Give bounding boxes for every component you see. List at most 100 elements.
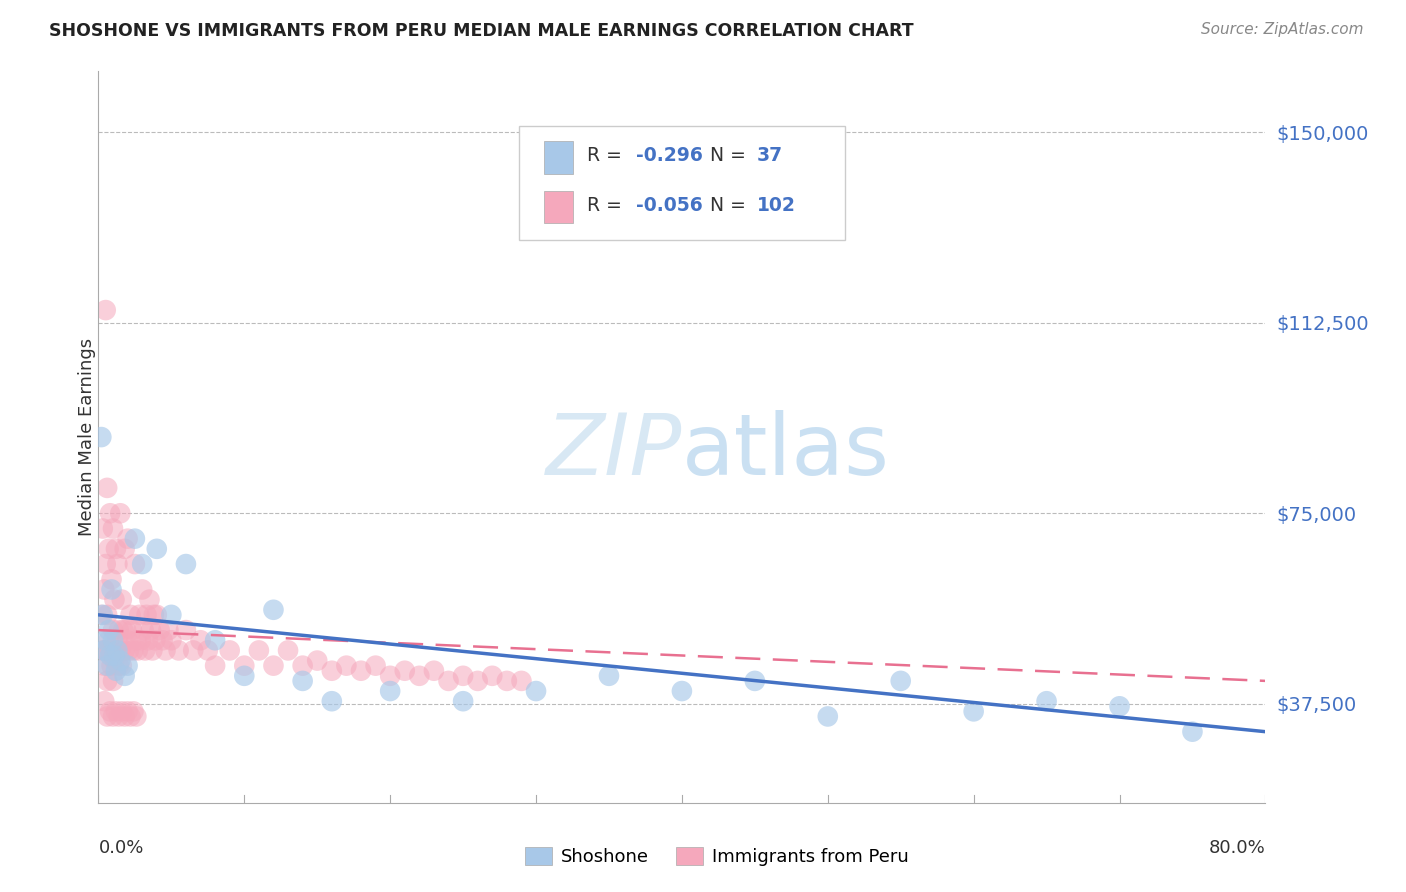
Point bbox=[128, 607, 150, 622]
Point bbox=[277, 643, 299, 657]
Point bbox=[136, 633, 159, 648]
Point bbox=[90, 607, 112, 622]
Point bbox=[114, 709, 136, 723]
Point bbox=[117, 633, 139, 648]
Point bbox=[117, 658, 139, 673]
Point bbox=[146, 607, 169, 622]
Point bbox=[174, 557, 197, 571]
Point bbox=[115, 623, 138, 637]
Point bbox=[139, 623, 162, 637]
Text: ZIP: ZIP bbox=[546, 410, 682, 493]
Point bbox=[127, 643, 149, 657]
Point bbox=[103, 654, 125, 668]
Point bbox=[96, 658, 118, 673]
Point bbox=[1035, 694, 1057, 708]
Point bbox=[90, 430, 112, 444]
Point bbox=[155, 643, 177, 657]
Point bbox=[142, 607, 165, 622]
Point bbox=[91, 607, 114, 622]
Point bbox=[157, 623, 180, 637]
Text: N =: N = bbox=[710, 146, 752, 165]
Point bbox=[91, 521, 114, 535]
Point bbox=[146, 541, 169, 556]
Point bbox=[114, 669, 136, 683]
Point bbox=[291, 658, 314, 673]
Point bbox=[93, 694, 115, 708]
Point bbox=[125, 633, 148, 648]
Point bbox=[114, 541, 136, 556]
Point bbox=[100, 572, 122, 586]
Point bbox=[364, 658, 387, 673]
Point bbox=[105, 643, 128, 657]
Point bbox=[105, 557, 128, 571]
Point bbox=[524, 684, 547, 698]
Point bbox=[101, 633, 124, 648]
Point bbox=[394, 664, 416, 678]
Point bbox=[120, 709, 142, 723]
Point bbox=[423, 664, 446, 678]
Point bbox=[101, 623, 124, 637]
Point bbox=[467, 673, 489, 688]
Point bbox=[134, 643, 156, 657]
Point bbox=[94, 633, 117, 648]
Point bbox=[105, 633, 128, 648]
Point bbox=[101, 709, 124, 723]
Point bbox=[167, 643, 190, 657]
Point bbox=[1108, 699, 1130, 714]
Bar bbox=[544, 141, 574, 174]
Text: 37: 37 bbox=[756, 146, 783, 165]
Point bbox=[890, 673, 912, 688]
Point bbox=[108, 623, 131, 637]
Point bbox=[110, 654, 132, 668]
Point bbox=[108, 658, 131, 673]
Point bbox=[101, 521, 124, 535]
Point bbox=[160, 633, 183, 648]
Point bbox=[190, 633, 212, 648]
Point bbox=[94, 643, 117, 657]
Point bbox=[744, 673, 766, 688]
Point bbox=[143, 633, 166, 648]
Point bbox=[181, 643, 204, 657]
Point bbox=[135, 607, 157, 622]
Point bbox=[437, 673, 460, 688]
Point bbox=[132, 623, 155, 637]
Point bbox=[174, 623, 197, 637]
Point bbox=[93, 658, 115, 673]
Point bbox=[101, 673, 124, 688]
Y-axis label: Median Male Earnings: Median Male Earnings bbox=[79, 338, 96, 536]
Point bbox=[152, 633, 174, 648]
Point bbox=[408, 669, 430, 683]
Point bbox=[98, 643, 121, 657]
Point bbox=[104, 541, 127, 556]
Point bbox=[98, 506, 121, 520]
Point bbox=[141, 643, 163, 657]
Text: -0.296: -0.296 bbox=[637, 146, 703, 165]
Point bbox=[122, 643, 145, 657]
Text: -0.056: -0.056 bbox=[637, 196, 703, 215]
Text: 0.0%: 0.0% bbox=[98, 839, 143, 857]
Point bbox=[96, 481, 118, 495]
Point bbox=[110, 643, 132, 657]
Bar bbox=[544, 191, 574, 224]
Text: R =: R = bbox=[588, 146, 628, 165]
Point bbox=[671, 684, 693, 698]
Point bbox=[138, 592, 160, 607]
Point bbox=[112, 623, 135, 637]
Point bbox=[350, 664, 373, 678]
Point bbox=[451, 669, 474, 683]
Point bbox=[94, 557, 117, 571]
Text: N =: N = bbox=[710, 196, 752, 215]
Point bbox=[117, 532, 139, 546]
Point bbox=[204, 658, 226, 673]
Text: 102: 102 bbox=[756, 196, 796, 215]
Point bbox=[124, 557, 146, 571]
Point bbox=[117, 705, 139, 719]
Point bbox=[496, 673, 519, 688]
Point bbox=[121, 623, 143, 637]
Point bbox=[233, 658, 256, 673]
Point bbox=[962, 705, 984, 719]
Text: 80.0%: 80.0% bbox=[1209, 839, 1265, 857]
Point bbox=[160, 607, 183, 622]
Point bbox=[96, 673, 118, 688]
Point bbox=[149, 623, 172, 637]
